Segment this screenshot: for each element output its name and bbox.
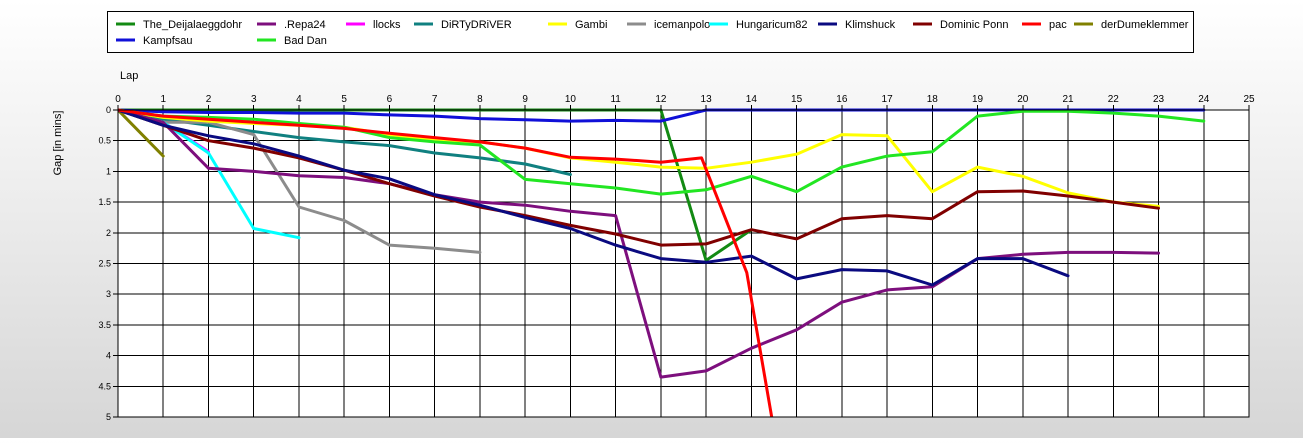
legend-label: Hungaricum82 <box>736 19 808 31</box>
legend-label: pac <box>1049 19 1067 31</box>
x-tick-label: 11 <box>610 94 621 105</box>
legend-label: Gambi <box>575 19 607 31</box>
y-tick-label: 4.5 <box>98 381 111 391</box>
legend-label: Dominic Ponn <box>940 19 1008 31</box>
x-tick-label: 12 <box>655 94 667 105</box>
y-axis-label: Gap [in mins] <box>52 111 64 176</box>
x-axis-label: Lap <box>120 70 138 82</box>
legend-box <box>107 11 1194 53</box>
series-line-bad-dan <box>118 108 1206 196</box>
x-tick-label: 23 <box>1153 94 1165 105</box>
x-tick-label: 15 <box>791 94 803 105</box>
x-tick-label: 8 <box>477 94 483 105</box>
y-tick-label: 4 <box>106 351 111 361</box>
y-tick-label: 3 <box>106 289 111 299</box>
y-tick-label: 0.5 <box>98 136 111 146</box>
series-line-klimshuck <box>118 108 1070 287</box>
x-tick-label: 4 <box>296 94 302 105</box>
series-line-pac <box>118 108 774 417</box>
legend-label: .Repa24 <box>284 19 326 31</box>
legend-label: Kampfsau <box>143 35 193 47</box>
x-tick-label: 13 <box>701 94 713 105</box>
legend-label: The_Deijalaeggdohr <box>143 19 242 31</box>
x-tick-label: 3 <box>251 94 257 105</box>
legend-label: Klimshuck <box>845 19 896 31</box>
y-tick-label: 1.5 <box>98 197 111 207</box>
axes: 0 1 2 3 4 5 6 7 8 9 10 11 12 13 14 15 16 17 18 19 20 21 22 23 24… <box>98 94 1255 422</box>
legend-label: Bad Dan <box>284 35 327 47</box>
y-tick-label: 5 <box>106 412 111 422</box>
series-line-dominic-ponn <box>118 108 1160 247</box>
x-tick-label: 1 <box>160 94 166 105</box>
y-tick-label: 2 <box>106 228 111 238</box>
x-tick-label: 17 <box>882 94 894 105</box>
series-line-icemanpolo <box>118 108 482 254</box>
x-tick-label: 18 <box>927 94 939 105</box>
x-tick-label: 10 <box>565 94 577 105</box>
legend-label: derDumeklemmer <box>1101 19 1189 31</box>
grid <box>117 109 1250 418</box>
legend-label: icemanpolo <box>654 19 710 31</box>
legend-label: llocks <box>373 19 401 31</box>
x-tick-label: 9 <box>522 94 528 105</box>
series-line-derdumeklemmer <box>118 108 165 158</box>
x-tick-label: 6 <box>387 94 393 105</box>
legend-label: DiRTyDRiVER <box>441 19 512 31</box>
x-tick-label: 19 <box>972 94 984 105</box>
x-tick-label: 0 <box>115 94 121 105</box>
x-tick-label: 16 <box>836 94 848 105</box>
y-tick-label: 1 <box>106 166 111 176</box>
x-tick-label: 7 <box>432 94 438 105</box>
x-tick-label: 24 <box>1198 94 1210 105</box>
x-tick-label: 14 <box>746 94 758 105</box>
y-tick-label: 2.5 <box>98 259 111 269</box>
x-tick-label: 22 <box>1108 94 1120 105</box>
x-tick-label: 5 <box>341 94 347 105</box>
legend: The_Deijalaeggdohr .Repa24 llocks DiRTyDRiV… <box>107 11 1194 53</box>
x-tick-label: 2 <box>206 94 212 105</box>
x-tick-label: 25 <box>1243 94 1255 105</box>
y-tick-label: 0 <box>106 105 111 115</box>
y-tick-label: 3.5 <box>98 320 111 330</box>
x-tick-label: 21 <box>1062 94 1074 105</box>
x-tick-label: 20 <box>1017 94 1029 105</box>
